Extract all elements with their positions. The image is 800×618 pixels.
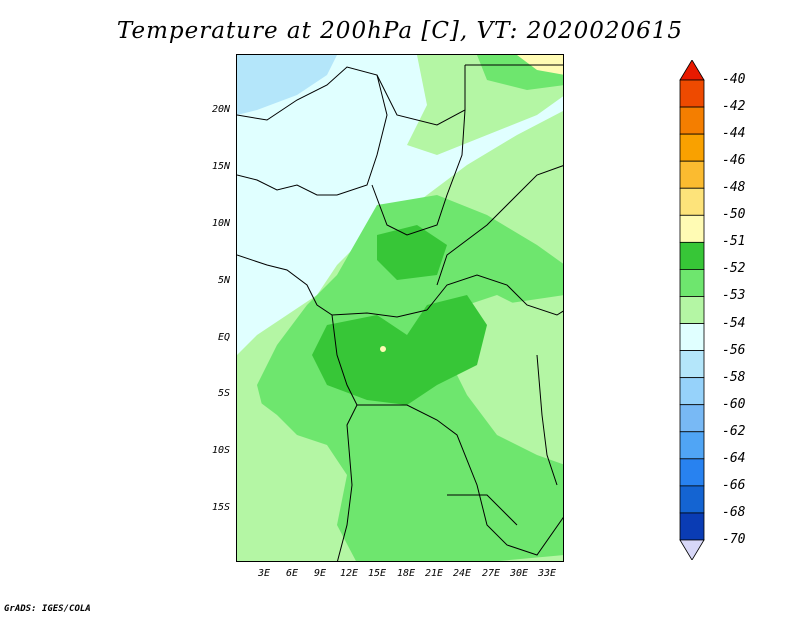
lat-label: 20N [211, 104, 230, 115]
colorbar [679, 60, 705, 560]
lon-label: 3E [257, 568, 271, 579]
lon-label: 6E [285, 568, 299, 579]
colorbar-swatch [679, 79, 705, 108]
map-panel [236, 54, 564, 562]
colorbar-swatch [679, 377, 705, 406]
colorbar-label: -64 [722, 450, 746, 466]
lon-label: 33E [537, 568, 557, 579]
temperature-field-map [237, 55, 563, 561]
colorbar-swatch [679, 458, 705, 487]
grads-credit: GrADS: IGES/COLA [4, 604, 91, 614]
lon-label: 27E [481, 568, 501, 579]
lon-label: 24E [452, 568, 472, 579]
lat-label: 10S [211, 445, 230, 456]
colorbar-swatch [679, 269, 705, 297]
field-minus52-core-north [377, 225, 447, 280]
colorbar-label: -52 [722, 261, 746, 277]
colorbar-swatch [679, 404, 705, 433]
colorbar-label: -53 [722, 288, 746, 304]
colorbar-swatch [679, 133, 705, 162]
lon-label: 30E [509, 568, 529, 579]
field-minus52-core-west [312, 295, 487, 405]
field-minus51-spot [380, 346, 386, 352]
colorbar-swatch [679, 214, 705, 243]
lat-label: EQ [217, 332, 230, 343]
lat-label: 5S [217, 388, 230, 399]
lon-label: 9E [313, 568, 327, 579]
colorbar-swatch [679, 241, 705, 270]
colorbar-label: -51 [722, 234, 746, 250]
colorbar-label: -58 [722, 369, 746, 385]
colorbar-swatch [679, 512, 705, 541]
political-boundaries [237, 64, 563, 561]
colorbar-label: -48 [722, 180, 746, 196]
colorbar-label: -70 [722, 532, 746, 547]
colorbar-arrow-bottom [679, 539, 705, 560]
field-minus53-south [237, 385, 337, 561]
colorbar-swatch [679, 431, 705, 460]
field-minus53-east [487, 295, 563, 455]
field-minus56-nw [237, 55, 337, 115]
colorbar-label: -68 [722, 504, 746, 520]
lat-label: 15S [211, 502, 230, 513]
lat-label: 10N [211, 218, 230, 229]
colorbar-swatch [679, 350, 705, 379]
colorbar-label: -40 [722, 72, 746, 87]
lon-label: 15E [367, 568, 387, 579]
colorbar-label: -62 [722, 423, 746, 439]
colorbar-label: -42 [722, 99, 746, 115]
colorbar-swatch [679, 323, 705, 351]
colorbar-swatch [679, 187, 705, 216]
colorbar-label: -54 [722, 315, 746, 331]
colorbar-swatch [679, 296, 705, 324]
colorbar-label: -56 [722, 342, 746, 358]
colorbar-label: -60 [722, 396, 746, 412]
lon-label: 18E [396, 568, 416, 579]
lat-label: 15N [211, 161, 230, 172]
colorbar-label: -46 [722, 153, 746, 169]
colorbar-label: -66 [722, 477, 746, 493]
colorbar-swatch [679, 160, 705, 189]
lat-label: 5N [217, 275, 230, 286]
colorbar-label: -50 [722, 207, 746, 223]
lon-label: 21E [424, 568, 444, 579]
colorbar-label: -44 [722, 126, 746, 142]
lon-label: 12E [339, 568, 359, 579]
colorbar-swatch [679, 106, 705, 135]
colorbar-arrow-top [679, 60, 705, 81]
colorbar-swatch [679, 485, 705, 514]
map-title: Temperature at 200hPa [C], VT: 202002061… [116, 18, 684, 44]
